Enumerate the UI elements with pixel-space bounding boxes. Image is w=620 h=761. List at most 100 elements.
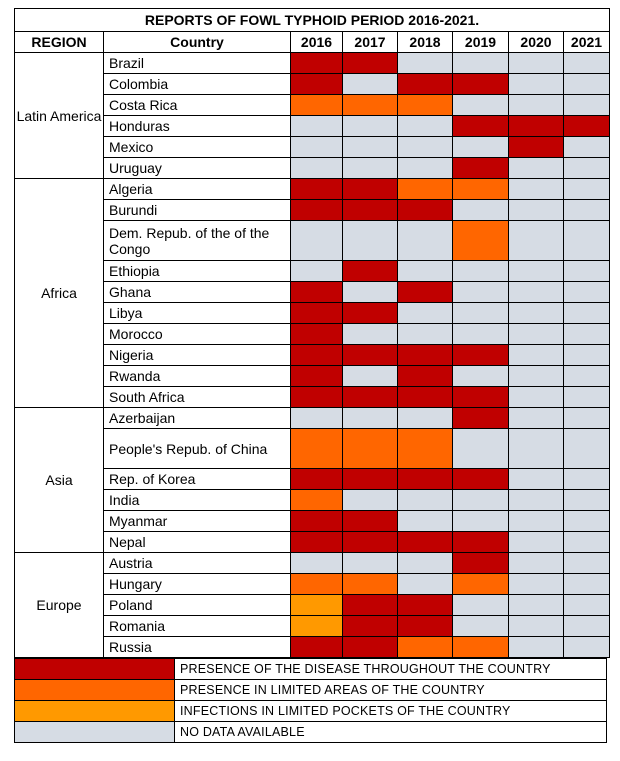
- table-row: Colombia: [15, 73, 611, 95]
- country-cell: Nigeria: [103, 344, 291, 366]
- status-cell: [342, 115, 398, 137]
- country-cell: Algeria: [103, 178, 291, 200]
- country-cell: Romania: [103, 615, 291, 637]
- country-cell: Costa Rica: [103, 94, 291, 116]
- status-cell: [562, 510, 611, 532]
- status-cell: [342, 407, 398, 429]
- table-body: REPORTS OF FOWL TYPHOID PERIOD 2016-2021…: [13, 8, 611, 658]
- status-cell: [508, 636, 564, 658]
- status-cell: [397, 302, 453, 324]
- country-cell: Burundi: [103, 199, 291, 221]
- table-row: Uruguay: [15, 157, 611, 179]
- status-cell: [452, 136, 509, 158]
- table-row: Europe Austria: [14, 552, 611, 658]
- status-cell: [508, 115, 564, 137]
- status-cell: [452, 52, 509, 74]
- table-row: Rep. of Korea: [15, 468, 611, 490]
- status-cell: [342, 136, 398, 158]
- status-cell: [290, 510, 343, 532]
- table-row: Africa Algeria: [14, 178, 611, 408]
- status-cell: [508, 73, 564, 95]
- status-cell: [342, 220, 398, 261]
- status-cell: [508, 407, 564, 429]
- legend-swatch: [14, 721, 175, 743]
- status-cell: [342, 531, 398, 553]
- country-cell: Dem. Repub. of the of the Congo: [103, 220, 291, 261]
- table-row: Asia Azerbaijan: [14, 407, 611, 553]
- table-row: Dem. Repub. of the of the Congo: [15, 220, 611, 261]
- status-cell: [290, 136, 343, 158]
- status-cell: [342, 157, 398, 179]
- status-cell: [342, 260, 398, 282]
- table-title: REPORTS OF FOWL TYPHOID PERIOD 2016-2021…: [13, 8, 611, 32]
- status-cell: [562, 365, 611, 387]
- country-cell: Azerbaijan: [103, 407, 291, 429]
- legend-row: PRESENCE OF THE DISEASE THROUGHOUT THE C…: [14, 658, 607, 680]
- table-row: Burundi: [15, 199, 611, 221]
- legend-table: PRESENCE OF THE DISEASE THROUGHOUT THE C…: [14, 658, 607, 743]
- status-cell: [290, 115, 343, 137]
- table-row: Ethiopia: [15, 260, 611, 282]
- year-header: 2019: [452, 31, 509, 53]
- status-cell: [452, 220, 509, 261]
- status-cell: [290, 178, 343, 200]
- status-cell: [508, 573, 564, 595]
- status-cell: [562, 468, 611, 490]
- country-cell: Brazil: [103, 52, 291, 74]
- status-cell: [290, 386, 343, 408]
- legend-row: PRESENCE IN LIMITED AREAS OF THE COUNTRY: [14, 679, 607, 701]
- legend-row: INFECTIONS IN LIMITED POCKETS OF THE COU…: [14, 700, 607, 722]
- status-cell: [508, 281, 564, 303]
- status-cell: [562, 428, 611, 469]
- legend-label: NO DATA AVAILABLE: [174, 721, 607, 743]
- country-cell: Colombia: [103, 73, 291, 95]
- status-cell: [452, 115, 509, 137]
- status-cell: [452, 510, 509, 532]
- status-cell: [290, 94, 343, 116]
- status-cell: [452, 531, 509, 553]
- status-cell: [397, 323, 453, 345]
- country-cell: India: [103, 489, 291, 511]
- status-cell: [342, 302, 398, 324]
- status-cell: [290, 220, 343, 261]
- status-cell: [562, 594, 611, 616]
- status-cell: [452, 323, 509, 345]
- status-cell: [452, 407, 509, 429]
- status-cell: [397, 115, 453, 137]
- table-row: Myanmar: [15, 510, 611, 532]
- country-cell: Honduras: [103, 115, 291, 137]
- table-row: Russia: [15, 636, 611, 658]
- status-cell: [342, 365, 398, 387]
- table-row: Costa Rica: [15, 94, 611, 116]
- status-cell: [342, 594, 398, 616]
- country-cell: Nepal: [103, 531, 291, 553]
- status-cell: [290, 615, 343, 637]
- status-cell: [397, 510, 453, 532]
- status-cell: [508, 323, 564, 345]
- year-header: 2021: [562, 31, 611, 53]
- status-cell: [452, 199, 509, 221]
- status-cell: [452, 178, 509, 200]
- status-cell: [342, 73, 398, 95]
- status-cell: [290, 407, 343, 429]
- status-cell: [452, 615, 509, 637]
- status-cell: [342, 636, 398, 658]
- table-row: South Africa: [15, 386, 611, 408]
- legend-row: NO DATA AVAILABLE: [14, 721, 607, 743]
- region-header: REGION: [14, 31, 104, 53]
- status-cell: [508, 510, 564, 532]
- table-row: Hungary: [15, 573, 611, 595]
- legend-swatch: [14, 679, 175, 701]
- year-header: 2017: [342, 31, 398, 53]
- status-cell: [342, 489, 398, 511]
- status-cell: [290, 260, 343, 282]
- status-cell: [452, 489, 509, 511]
- status-cell: [397, 344, 453, 366]
- status-cell: [397, 52, 453, 74]
- status-cell: [562, 531, 611, 553]
- status-cell: [562, 302, 611, 324]
- status-cell: [452, 94, 509, 116]
- legend-label: INFECTIONS IN LIMITED POCKETS OF THE COU…: [174, 700, 607, 722]
- status-cell: [290, 199, 343, 221]
- status-cell: [397, 615, 453, 637]
